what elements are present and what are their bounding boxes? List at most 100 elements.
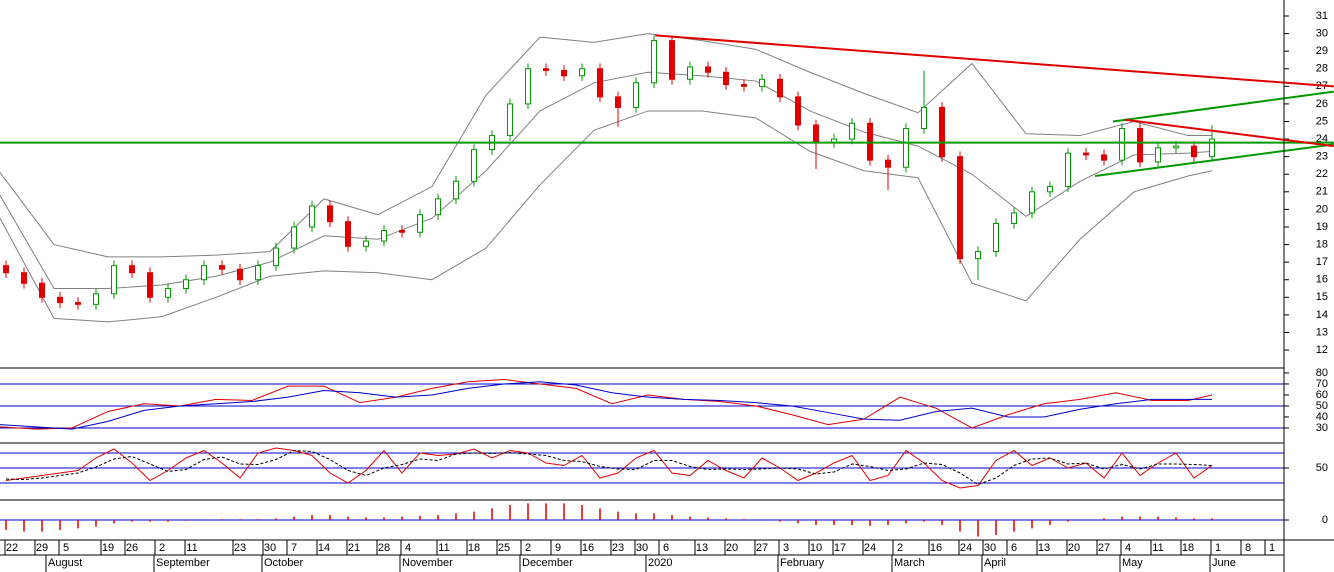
macd-bar [851, 520, 853, 525]
y-tick-label: 15 [1316, 291, 1328, 303]
candle-body [507, 103, 513, 137]
month-label: December [522, 557, 573, 569]
x-tick-label: 18 [1182, 542, 1194, 554]
candle-body [903, 128, 909, 168]
candle-body [165, 288, 171, 298]
x-tick-label: 17 [834, 542, 846, 554]
candle-body [1101, 154, 1107, 161]
macd-bar [779, 520, 781, 522]
y-tick-label: 18 [1316, 238, 1328, 250]
indicator-line [5, 449, 1213, 486]
x-tick-label: 4 [1125, 542, 1131, 554]
macd-bar [23, 520, 25, 532]
candle-body [597, 68, 603, 98]
y-tick-label: 19 [1316, 221, 1328, 233]
y-tick-label: 40 [1316, 411, 1328, 423]
macd-bar [743, 519, 745, 520]
macd-bar [725, 518, 727, 520]
macd-bar [383, 517, 385, 520]
month-label: June [1212, 557, 1236, 569]
macd-bar [1193, 518, 1195, 520]
macd-bar [77, 520, 79, 529]
y-tick-label: 70 [1316, 378, 1328, 390]
x-tick-label: 6 [1011, 542, 1017, 554]
x-tick-label: 23 [234, 542, 246, 554]
month-label: September [156, 557, 210, 569]
macd-bar [131, 520, 133, 522]
macd-bar [41, 520, 43, 532]
candle-body [345, 221, 351, 247]
candle-body [579, 68, 585, 77]
candle-body [21, 272, 27, 284]
candle-body [615, 96, 621, 108]
macd-bar [239, 519, 241, 520]
macd-bar [257, 519, 259, 520]
macd-bar [437, 515, 439, 520]
x-tick-label: 24 [960, 542, 972, 554]
candle-body [291, 226, 297, 249]
macd-bar [329, 515, 331, 520]
candle-body [957, 156, 963, 260]
macd-bar [545, 503, 547, 520]
month-label: May [1122, 557, 1143, 569]
candle-body [111, 265, 117, 295]
x-tick-label: 1 [1215, 542, 1221, 554]
x-tick-label: 6 [663, 542, 669, 554]
candle-body [1065, 152, 1071, 188]
candle-body [723, 71, 729, 86]
macd-bar [887, 520, 889, 525]
month-label: February [780, 557, 825, 569]
candle-body [975, 251, 981, 260]
macd-bar [95, 520, 97, 527]
macd-bar [833, 520, 835, 525]
candle-body [435, 198, 441, 216]
y-tick-label: 14 [1316, 309, 1328, 321]
candle-body [75, 302, 81, 305]
x-tick-label: 8 [1245, 542, 1251, 554]
y-tick-label: 31 [1316, 10, 1328, 22]
indicator-line [0, 381, 1212, 430]
candle-body [993, 222, 999, 253]
x-tick-label: 18 [468, 542, 480, 554]
candle-body [705, 66, 711, 73]
x-tick-label: 25 [498, 542, 510, 554]
y-tick-label: 50 [1316, 462, 1328, 474]
x-tick-label: 16 [930, 542, 942, 554]
macd-bar [149, 520, 151, 522]
x-tick-label: 29 [36, 542, 48, 554]
candle-body [669, 40, 675, 80]
candle-body [201, 265, 207, 281]
x-tick-label: 20 [1068, 542, 1080, 554]
macd-bar [905, 520, 907, 524]
candle-body [255, 265, 261, 281]
macd-bar [59, 520, 61, 530]
macd-bar [509, 505, 511, 520]
candle-body [183, 279, 189, 290]
candle-body [57, 296, 63, 304]
candle-body [3, 265, 9, 274]
y-tick-label: 20 [1316, 203, 1328, 215]
trend-line [655, 34, 1334, 88]
macd-bar [347, 516, 349, 520]
x-tick-label: 2 [159, 542, 165, 554]
macd-bar [5, 520, 7, 530]
trend-line [1112, 90, 1334, 123]
macd-bar [707, 517, 709, 520]
macd-bar [311, 515, 313, 520]
indicator-line [5, 447, 1213, 489]
x-tick-label: 5 [63, 542, 69, 554]
candle-body [417, 214, 423, 233]
candle-body [93, 293, 99, 305]
macd-bar [869, 520, 871, 526]
x-tick-label: 11 [1152, 542, 1163, 554]
x-tick-label: 2 [525, 542, 531, 554]
candle-body [1119, 128, 1125, 161]
candle-body [129, 265, 135, 274]
candle-body [795, 96, 801, 126]
x-tick-label: 4 [405, 542, 411, 554]
indicator-line [0, 379, 1213, 430]
macd-bar [1121, 516, 1123, 520]
